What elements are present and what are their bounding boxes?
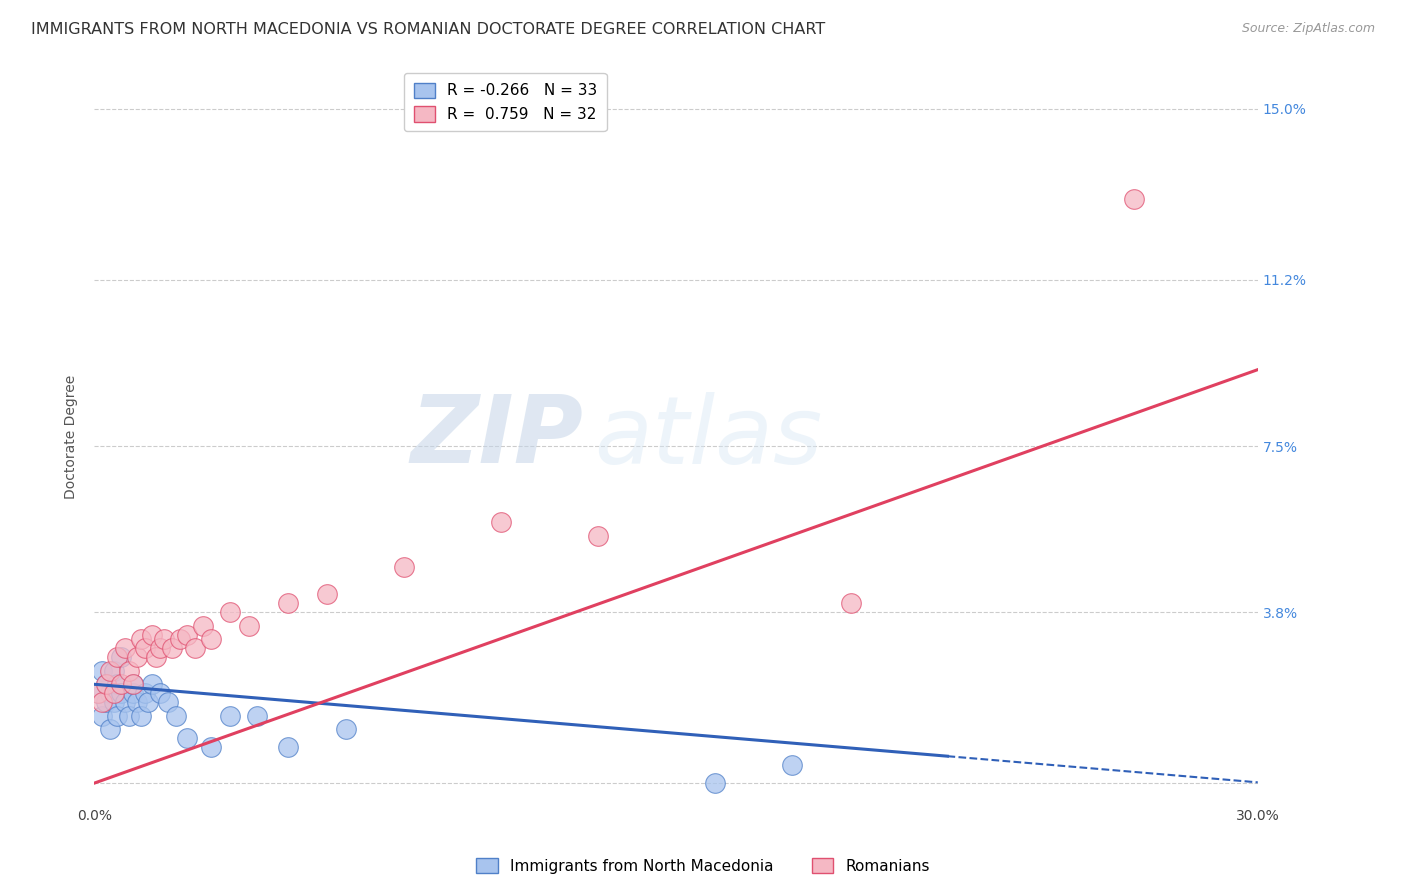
Text: atlas: atlas xyxy=(595,392,823,483)
Point xyxy=(219,606,242,620)
Point xyxy=(141,677,163,691)
Point xyxy=(125,650,148,665)
Point xyxy=(703,776,725,790)
Point xyxy=(491,516,513,530)
Point xyxy=(122,686,145,700)
Point xyxy=(191,619,214,633)
Point xyxy=(98,664,121,678)
Point xyxy=(156,695,179,709)
Point xyxy=(839,596,862,610)
Text: ZIP: ZIP xyxy=(411,391,583,483)
Point xyxy=(176,731,198,746)
Point xyxy=(103,695,125,709)
Point xyxy=(277,596,299,610)
Point xyxy=(94,677,117,691)
Point xyxy=(1122,192,1144,206)
Point xyxy=(134,686,156,700)
Point xyxy=(87,686,110,700)
Point xyxy=(165,708,187,723)
Y-axis label: Doctorate Degree: Doctorate Degree xyxy=(65,375,79,500)
Point xyxy=(145,650,167,665)
Legend: Immigrants from North Macedonia, Romanians: Immigrants from North Macedonia, Romania… xyxy=(470,852,936,880)
Point xyxy=(91,664,114,678)
Point xyxy=(122,677,145,691)
Point xyxy=(141,628,163,642)
Point xyxy=(87,686,110,700)
Point xyxy=(129,632,152,647)
Point xyxy=(246,708,269,723)
Point xyxy=(394,560,416,574)
Point xyxy=(149,641,172,656)
Point xyxy=(118,708,141,723)
Point xyxy=(107,650,129,665)
Point xyxy=(114,695,136,709)
Point xyxy=(219,708,242,723)
Point xyxy=(238,619,260,633)
Point xyxy=(98,686,121,700)
Legend: R = -0.266   N = 33, R =  0.759   N = 32: R = -0.266 N = 33, R = 0.759 N = 32 xyxy=(405,73,606,131)
Point xyxy=(335,723,357,737)
Point xyxy=(94,677,117,691)
Point xyxy=(91,695,114,709)
Text: IMMIGRANTS FROM NORTH MACEDONIA VS ROMANIAN DOCTORATE DEGREE CORRELATION CHART: IMMIGRANTS FROM NORTH MACEDONIA VS ROMAN… xyxy=(31,22,825,37)
Point xyxy=(107,677,129,691)
Point xyxy=(149,686,172,700)
Point xyxy=(110,650,132,665)
Point xyxy=(134,641,156,656)
Point xyxy=(153,632,176,647)
Point xyxy=(588,529,610,543)
Point xyxy=(184,641,207,656)
Point xyxy=(114,641,136,656)
Point xyxy=(110,677,132,691)
Point xyxy=(94,695,117,709)
Point xyxy=(169,632,191,647)
Point xyxy=(110,686,132,700)
Point xyxy=(138,695,160,709)
Point xyxy=(103,664,125,678)
Point xyxy=(98,723,121,737)
Point xyxy=(122,677,145,691)
Point xyxy=(103,686,125,700)
Point xyxy=(277,740,299,755)
Point xyxy=(129,708,152,723)
Point xyxy=(176,628,198,642)
Text: Source: ZipAtlas.com: Source: ZipAtlas.com xyxy=(1241,22,1375,36)
Point xyxy=(160,641,183,656)
Point xyxy=(782,758,804,772)
Point xyxy=(91,708,114,723)
Point xyxy=(316,587,339,601)
Point xyxy=(200,632,222,647)
Point xyxy=(118,664,141,678)
Point xyxy=(107,708,129,723)
Point xyxy=(125,695,148,709)
Point xyxy=(200,740,222,755)
